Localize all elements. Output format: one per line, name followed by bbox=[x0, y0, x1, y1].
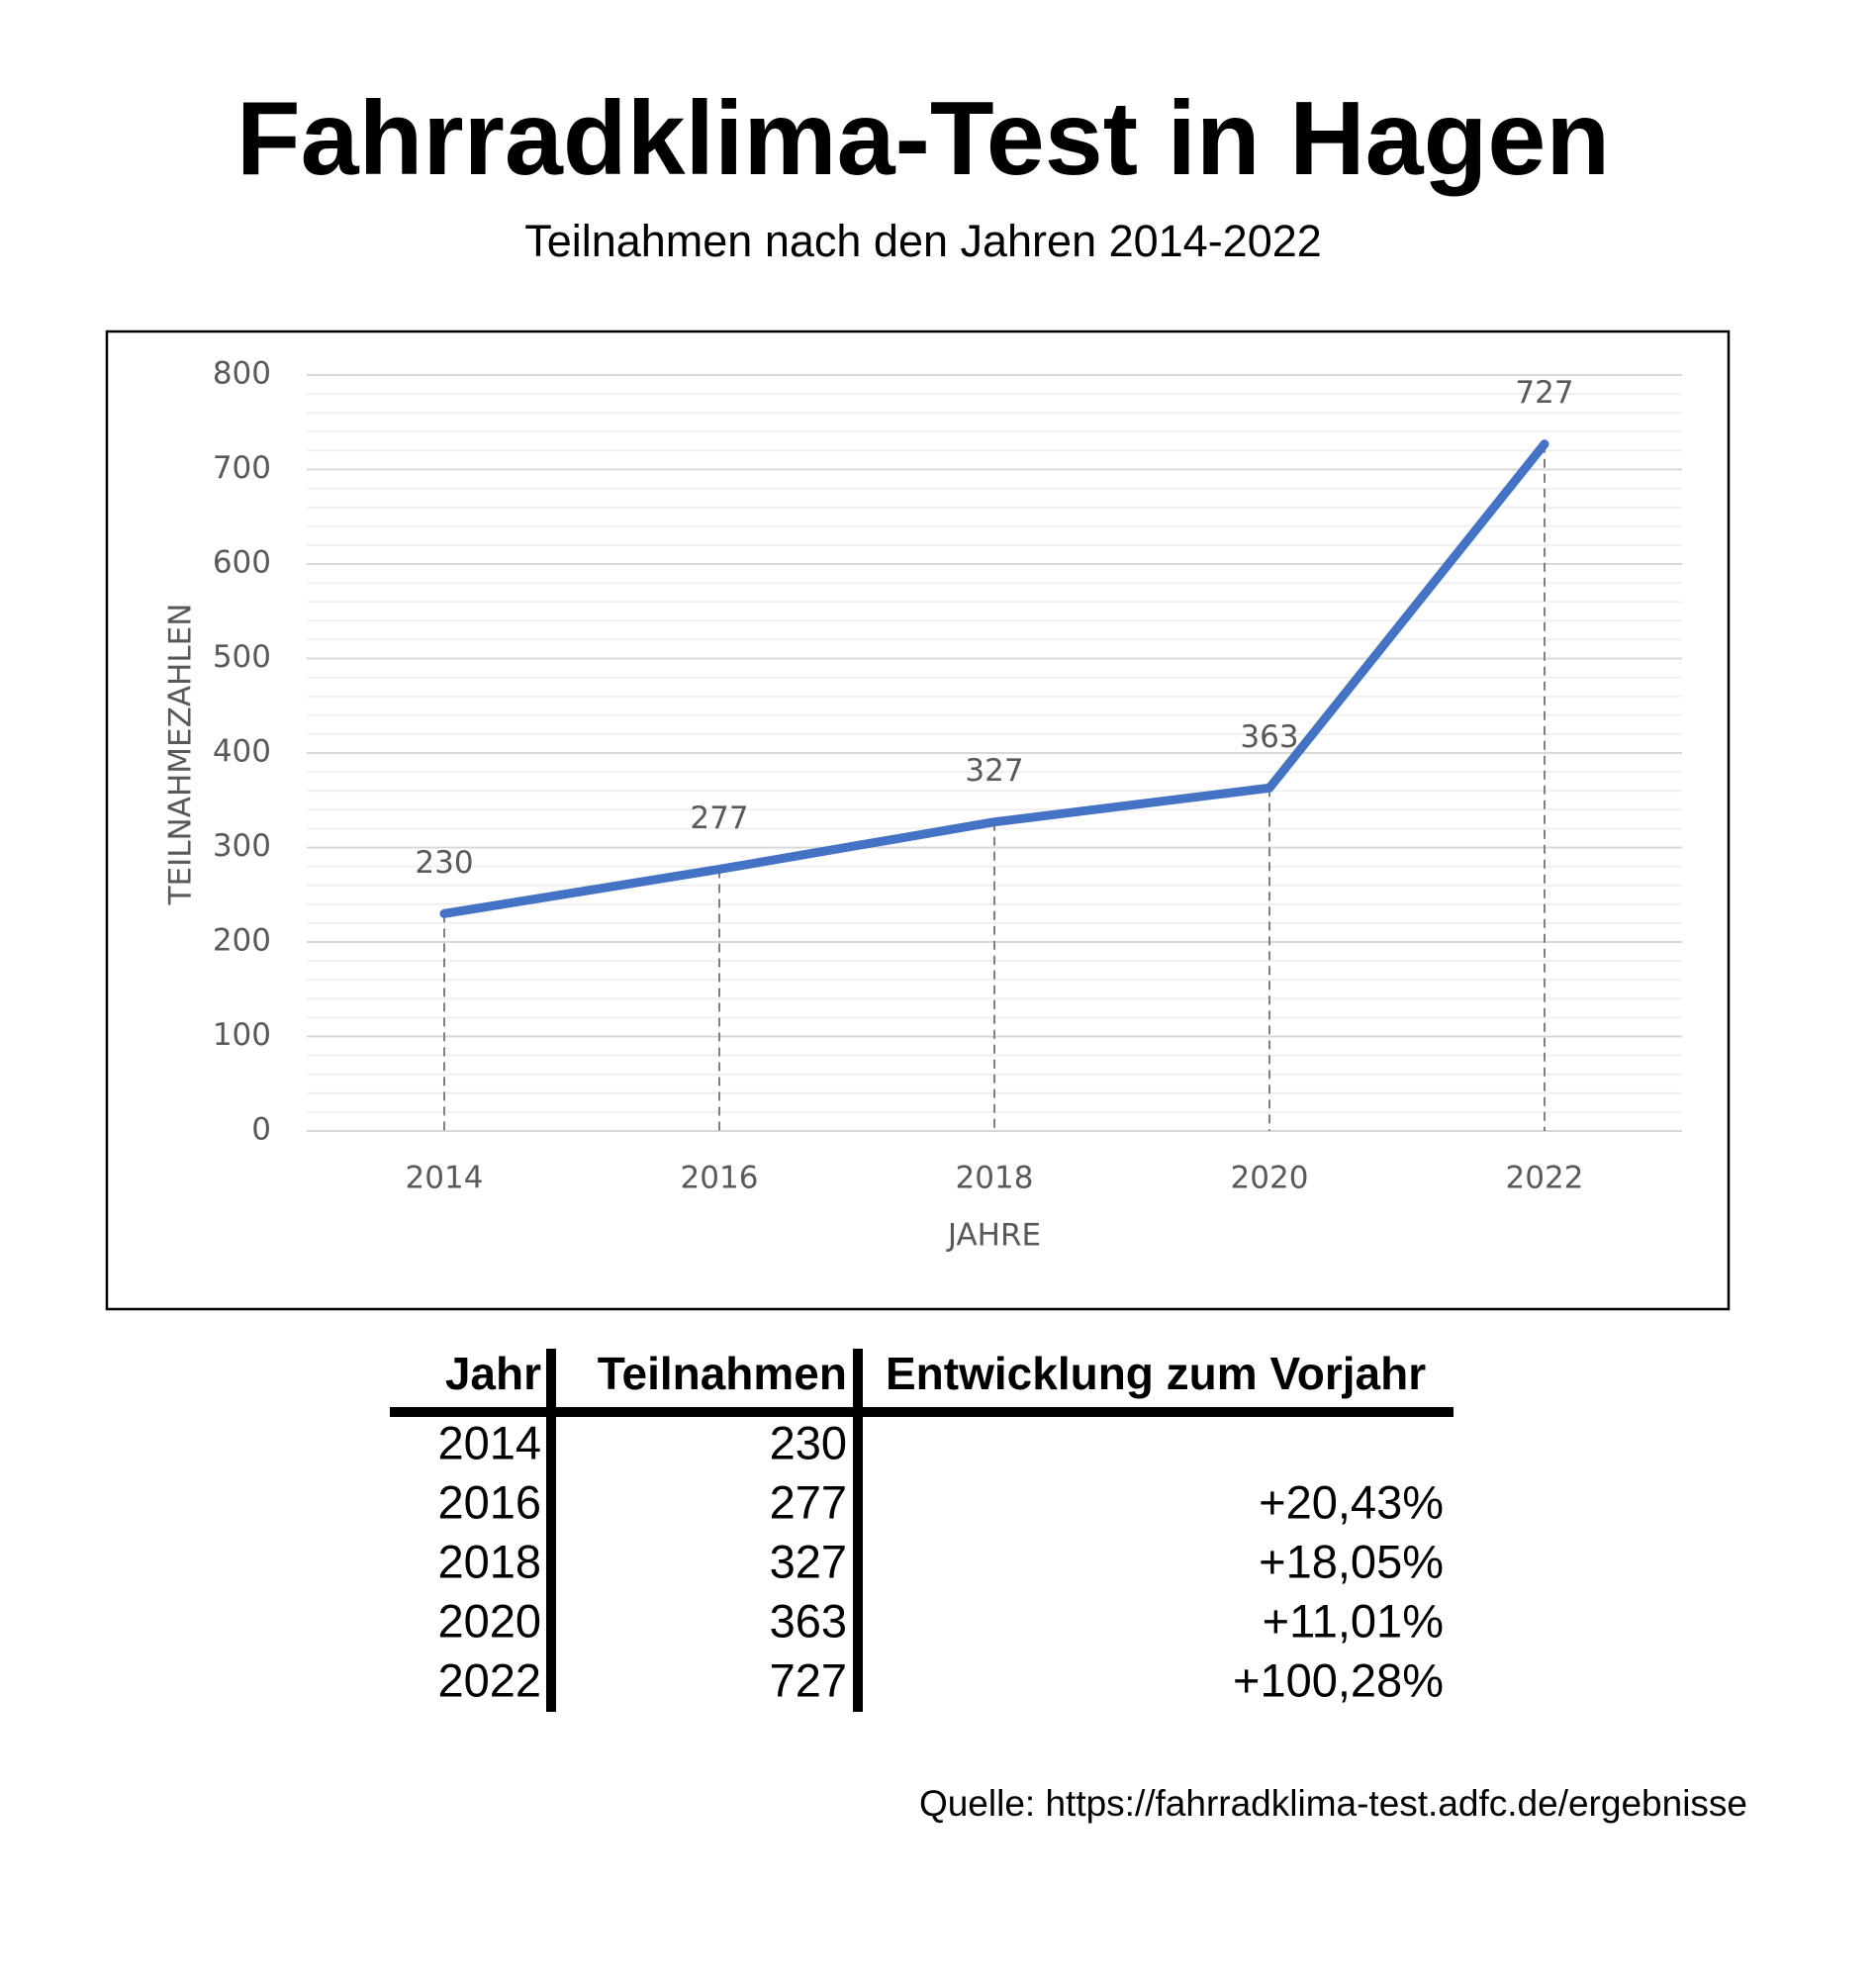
table-cell: 2018 bbox=[437, 1535, 541, 1587]
x-tick-label: 2022 bbox=[1506, 1161, 1584, 1196]
table-cell: +100,28% bbox=[1233, 1653, 1444, 1706]
chart-title: Fahrradklima-Test in Hagen bbox=[236, 80, 1610, 197]
y-axis-title: TEILNAHMEZAHLEN bbox=[163, 604, 199, 906]
data-label: 230 bbox=[415, 845, 473, 881]
table-cell: 327 bbox=[770, 1535, 847, 1587]
data-label: 727 bbox=[1515, 375, 1573, 411]
x-tick-label: 2016 bbox=[681, 1161, 759, 1196]
plot: 0 100 200 300 400 500 600 700 800 2014 2016 2018 202… bbox=[213, 356, 1682, 1196]
table-cell: 2022 bbox=[437, 1653, 541, 1706]
x-tick-label: 2020 bbox=[1231, 1161, 1309, 1196]
table-cell: 230 bbox=[770, 1416, 847, 1468]
table-header: Jahr bbox=[445, 1348, 541, 1399]
table-cell: 727 bbox=[770, 1653, 847, 1706]
data-label: 327 bbox=[965, 753, 1023, 789]
table-cell: +18,05% bbox=[1259, 1535, 1444, 1587]
data-label: 363 bbox=[1240, 719, 1298, 755]
x-tick-label: 2018 bbox=[956, 1161, 1034, 1196]
table-header: Teilnahmen bbox=[598, 1348, 847, 1399]
table-cell: 2014 bbox=[437, 1416, 541, 1468]
y-tick-label: 600 bbox=[213, 545, 271, 581]
table-cell: +11,01% bbox=[1263, 1594, 1444, 1647]
y-tick-label: 200 bbox=[213, 923, 271, 959]
table-cell: 363 bbox=[770, 1594, 847, 1647]
table-cell: 2020 bbox=[437, 1594, 541, 1647]
table-cell: 277 bbox=[770, 1475, 847, 1528]
chart-frame bbox=[105, 330, 1731, 1311]
x-tick-label: 2014 bbox=[406, 1161, 484, 1196]
table-cell: 2016 bbox=[437, 1475, 541, 1528]
y-tick-label: 400 bbox=[213, 734, 271, 770]
table-cell: +20,43% bbox=[1259, 1475, 1444, 1528]
x-axis-title: JAHRE bbox=[946, 1218, 1041, 1254]
y-tick-label: 700 bbox=[213, 450, 271, 486]
y-tick-label: 500 bbox=[213, 639, 271, 675]
data-label: 277 bbox=[690, 801, 748, 836]
table: Jahr Teilnahmen Entwicklung zum Vorjahr 201… bbox=[390, 1348, 1454, 1712]
y-tick-label: 100 bbox=[213, 1017, 271, 1053]
y-tick-label: 800 bbox=[213, 356, 271, 392]
y-tick-label: 0 bbox=[251, 1112, 271, 1148]
table-header: Entwicklung zum Vorjahr bbox=[886, 1348, 1426, 1399]
source: Quelle: https://fahrradklima-test.adfc.d… bbox=[919, 1783, 1747, 1824]
data-line bbox=[439, 439, 1549, 918]
y-tick-label: 300 bbox=[213, 828, 271, 864]
chart-subtitle: Teilnahmen nach den Jahren 2014-2022 bbox=[524, 216, 1322, 266]
